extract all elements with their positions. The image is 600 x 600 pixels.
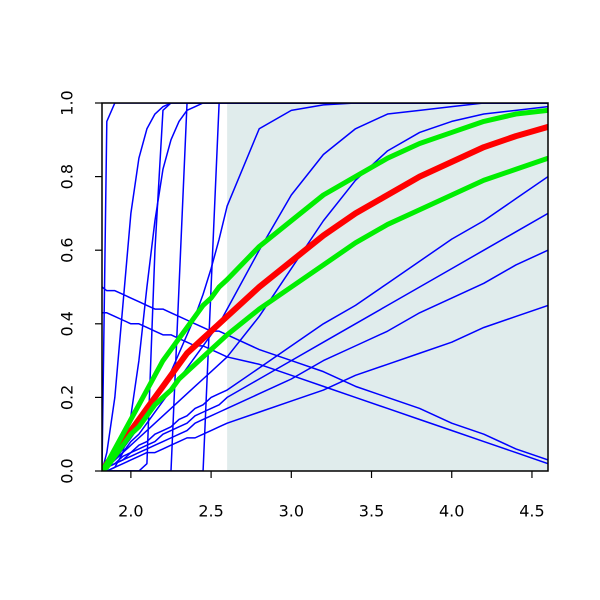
series-line — [102, 249, 548, 471]
series-line — [102, 312, 548, 465]
x-tick-label: 4.0 — [439, 502, 464, 521]
y-tick-label: 0.2 — [58, 385, 77, 410]
background-layer — [227, 103, 548, 471]
y-tick-label: 0.4 — [58, 311, 77, 336]
x-tick-label: 2.0 — [118, 502, 143, 521]
y-tick-label: 0.0 — [58, 458, 77, 483]
shaded-region — [227, 103, 548, 471]
plot-frame — [101, 102, 549, 472]
series-line — [102, 155, 548, 471]
x-tick-label: 4.5 — [519, 502, 544, 521]
x-tick-label: 3.0 — [279, 502, 304, 521]
series-line — [102, 123, 548, 471]
y-tick-label: 0.6 — [58, 237, 77, 262]
y-tick-label: 0.8 — [58, 164, 77, 189]
axes-layer: 2.0 2.5 3.0 3.5 4.0 4.5 0.0 0.2 0.4 0.6 0.8 1.0 — [58, 90, 549, 521]
series-line — [102, 212, 548, 471]
series-line — [102, 304, 548, 471]
series-line — [102, 175, 548, 471]
series-line — [102, 286, 548, 461]
series-line — [102, 103, 548, 471]
y-tick-label: 1.0 — [58, 90, 77, 115]
series-line — [102, 107, 548, 471]
x-tick-label: 3.5 — [359, 502, 384, 521]
lines-layer — [102, 103, 548, 471]
series-line — [102, 103, 548, 471]
series-line — [102, 105, 548, 471]
x-tick-label: 2.5 — [198, 502, 223, 521]
